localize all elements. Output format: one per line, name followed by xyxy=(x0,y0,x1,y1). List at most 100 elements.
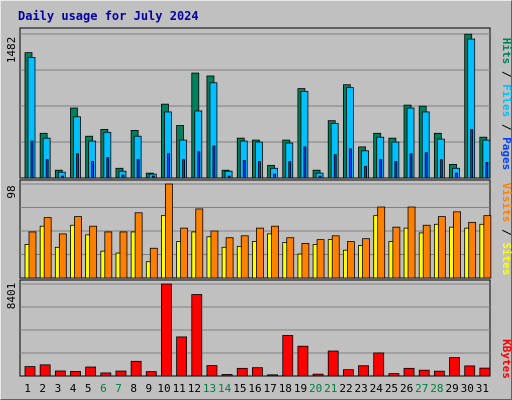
bar-kbytes-day-17 xyxy=(267,374,278,377)
bar-kbytes-day-7 xyxy=(115,370,127,377)
bar-visits-day-25 xyxy=(392,226,401,279)
bar-kbytes-day-9 xyxy=(145,371,157,377)
x-tick-label: 6 xyxy=(100,382,107,395)
bar-visits-day-22 xyxy=(346,241,355,279)
bar-kbytes-day-29 xyxy=(449,357,460,377)
legend-files: Files xyxy=(500,84,512,117)
x-tick-label: 16 xyxy=(248,382,261,395)
bar-kbytes-day-16 xyxy=(252,367,263,377)
bar-kbytes-day-26 xyxy=(403,367,415,377)
legend-visits: Visits xyxy=(500,183,512,223)
bar-pages-day-17 xyxy=(273,173,276,179)
bar-visits-day-9 xyxy=(149,247,158,279)
bar-visits-day-7 xyxy=(119,231,128,279)
bar-kbytes-day-10 xyxy=(161,283,172,377)
bar-kbytes-day-27 xyxy=(418,369,430,377)
ymax-label-hits: 1482 xyxy=(5,37,18,64)
bar-kbytes-day-23 xyxy=(358,365,369,377)
bar-pages-day-20 xyxy=(318,175,322,179)
bar-kbytes-day-30 xyxy=(464,365,476,377)
x-tick-label: 25 xyxy=(385,382,398,395)
bar-pages-day-13 xyxy=(212,145,216,179)
bar-pages-day-9 xyxy=(151,175,155,179)
legend-visits-sites: Visits / Sites xyxy=(500,183,512,276)
bar-visits-day-26 xyxy=(407,206,416,279)
legend-hits-files-pages: Hits / Files / Pages xyxy=(500,38,512,171)
x-tick-label: 21 xyxy=(324,382,337,395)
bar-pages-day-22 xyxy=(348,148,352,179)
bar-visits-day-5 xyxy=(89,225,98,279)
bar-kbytes-day-3 xyxy=(54,370,66,377)
bar-pages-day-2 xyxy=(45,159,49,179)
legend-sites: Sites xyxy=(500,242,512,275)
bar-pages-day-28 xyxy=(439,159,443,179)
bar-visits-day-19 xyxy=(301,243,310,279)
x-tick-label: 22 xyxy=(339,382,352,395)
bar-pages-day-30 xyxy=(470,129,474,179)
bars-kbytes xyxy=(24,283,491,377)
x-tick-label: 20 xyxy=(309,382,322,395)
bar-kbytes-day-6 xyxy=(100,372,112,377)
bar-kbytes-day-20 xyxy=(312,373,324,377)
bar-visits-day-23 xyxy=(362,238,370,279)
bar-kbytes-day-13 xyxy=(206,365,218,377)
bar-visits-day-24 xyxy=(377,206,386,279)
x-tick-label: 5 xyxy=(85,382,92,395)
x-tick-label: 14 xyxy=(218,382,232,395)
bar-visits-day-11 xyxy=(180,227,189,279)
bar-visits-day-28 xyxy=(437,216,446,279)
bar-pages-day-27 xyxy=(424,152,428,179)
bar-pages-day-15 xyxy=(242,160,246,179)
x-tick-label: 29 xyxy=(445,382,458,395)
legend-hits: Hits xyxy=(500,38,512,65)
x-tick-label: 28 xyxy=(430,382,443,395)
bar-visits-day-21 xyxy=(331,235,340,279)
x-tick-label: 1 xyxy=(24,382,31,395)
bar-visits-day-27 xyxy=(422,224,431,279)
bar-pages-day-16 xyxy=(258,161,261,179)
x-tick-label: 15 xyxy=(233,382,246,395)
bar-kbytes-day-12 xyxy=(191,294,203,377)
bar-visits-day-4 xyxy=(74,216,82,279)
bar-kbytes-day-21 xyxy=(327,350,339,377)
x-axis-labels: 1 2 3 4 5 6 7 8 9 10 11 12 13 14 15 16 17 18 19 20 21 22 23 24 2… xyxy=(24,382,489,395)
bar-pages-day-25 xyxy=(394,161,398,179)
bar-pages-day-5 xyxy=(91,161,95,179)
x-tick-label: 27 xyxy=(415,382,428,395)
bar-visits-day-29 xyxy=(453,211,461,279)
x-tick-label: 17 xyxy=(264,382,277,395)
x-tick-label: 26 xyxy=(400,382,413,395)
bar-visits-day-14 xyxy=(225,237,234,279)
bar-visits-day-10 xyxy=(165,183,173,279)
legend-kbytes: KBytes xyxy=(500,339,512,379)
bar-visits-day-18 xyxy=(286,237,295,279)
x-tick-label: 10 xyxy=(157,382,170,395)
bar-pages-day-1 xyxy=(30,140,34,179)
ymax-label-visits: 98 xyxy=(5,185,18,198)
x-tick-label: 9 xyxy=(146,382,153,395)
bar-pages-day-31 xyxy=(485,162,489,179)
bar-visits-day-17 xyxy=(271,225,279,279)
bar-kbytes-day-22 xyxy=(342,369,354,377)
bar-visits-day-6 xyxy=(104,231,113,279)
bar-kbytes-day-2 xyxy=(39,364,51,377)
bar-visits-day-8 xyxy=(134,212,143,279)
bars-hits-files-pages xyxy=(24,33,491,179)
bars-visits-sites xyxy=(24,183,492,279)
bar-kbytes-day-18 xyxy=(282,335,294,377)
bar-visits-day-3 xyxy=(58,233,67,279)
bar-visits-day-16 xyxy=(256,227,264,279)
x-tick-label: 23 xyxy=(355,382,368,395)
bar-pages-day-8 xyxy=(136,159,140,179)
legend-pages: Pages xyxy=(500,137,512,170)
bar-pages-day-12 xyxy=(197,151,201,179)
x-tick-label: 24 xyxy=(370,382,384,395)
bar-pages-day-4 xyxy=(76,153,79,179)
x-tick-label: 19 xyxy=(294,382,307,395)
bar-kbytes-day-4 xyxy=(70,371,81,377)
x-tick-label: 4 xyxy=(70,382,77,395)
bar-kbytes-day-5 xyxy=(85,366,97,377)
bar-pages-day-23 xyxy=(364,165,367,179)
bar-pages-day-26 xyxy=(409,153,413,179)
